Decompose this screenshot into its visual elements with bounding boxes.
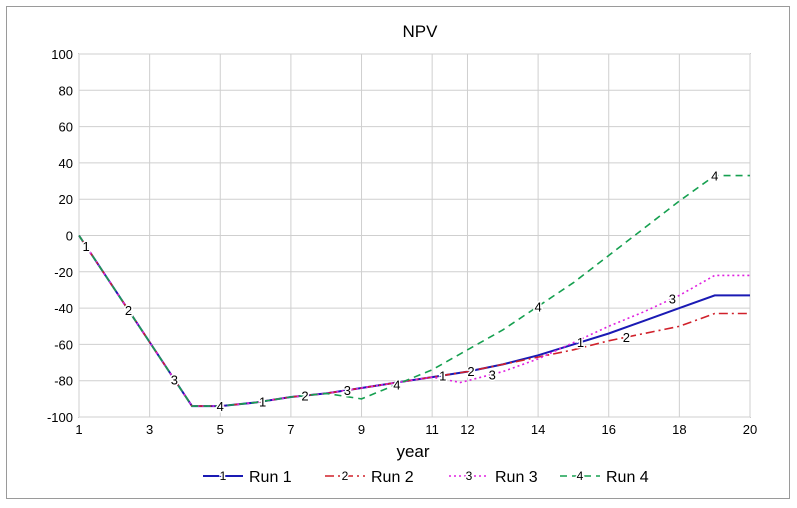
y-tick-label: 80 — [59, 83, 73, 98]
x-axis-label: year — [396, 442, 429, 461]
series-marker-2: 2 — [467, 364, 474, 379]
series-marker-1: 1 — [577, 335, 584, 350]
series-marker-3: 3 — [669, 292, 676, 307]
legend-label-2: Run 2 — [371, 469, 414, 486]
x-axis-ticks: 1 3 5 7 9 11 12 14 16 18 20 — [75, 422, 757, 437]
x-tick-label: 3 — [146, 422, 153, 437]
legend-marker-2: 2 — [342, 469, 349, 483]
x-tick-label: 16 — [602, 422, 616, 437]
legend-label-4: Run 4 — [606, 469, 649, 486]
series-marker-1: 1 — [439, 368, 446, 383]
y-tick-label: 20 — [59, 192, 73, 207]
y-tick-label: -20 — [54, 265, 73, 280]
y-tick-label: -80 — [54, 374, 73, 389]
legend-marker-4: 4 — [577, 469, 584, 483]
legend-label-1: Run 1 — [249, 469, 292, 486]
series-marker-1: 1 — [82, 239, 89, 254]
series-marker-3: 3 — [344, 383, 351, 398]
series-marker-2: 2 — [301, 389, 308, 404]
x-tick-label: 11 — [425, 422, 439, 437]
legend-marker-3: 3 — [466, 469, 473, 483]
series-marker-4: 4 — [217, 399, 224, 414]
y-tick-label: -100 — [47, 410, 73, 425]
series-marker-2: 2 — [125, 303, 132, 318]
x-tick-label: 7 — [287, 422, 294, 437]
y-tick-label: 40 — [59, 156, 73, 171]
series-lines — [78, 174, 750, 408]
x-tick-label: 1 — [75, 422, 82, 437]
series-line-4 — [78, 174, 750, 407]
series-marker-3: 3 — [171, 372, 178, 387]
x-tick-label: 5 — [217, 422, 224, 437]
y-tick-label: 100 — [51, 47, 73, 62]
series-marker-4: 4 — [534, 299, 541, 314]
legend: 1 Run 1 2 Run 2 3 Run 3 4 Run 4 — [203, 468, 649, 486]
series-marker-3: 3 — [489, 367, 496, 382]
chart-title: NPV — [403, 22, 439, 41]
x-tick-label: 9 — [358, 422, 365, 437]
series-marker-4: 4 — [711, 169, 718, 184]
y-tick-label: -40 — [54, 301, 73, 316]
x-tick-label: 12 — [460, 422, 474, 437]
series-marker-4: 4 — [393, 377, 400, 392]
y-tick-label: -60 — [54, 337, 73, 352]
x-tick-label: 14 — [531, 422, 545, 437]
y-tick-label: 0 — [66, 229, 73, 244]
series-marker-2: 2 — [623, 330, 630, 345]
x-tick-label: 18 — [672, 422, 686, 437]
series-line-3 — [78, 235, 750, 407]
legend-marker-1: 1 — [220, 469, 227, 483]
series-line-2 — [78, 235, 750, 407]
series-marker-1: 1 — [259, 394, 266, 409]
legend-label-3: Run 3 — [495, 469, 538, 486]
grid-lines — [78, 53, 751, 418]
x-tick-label: 20 — [743, 422, 757, 437]
y-axis-ticks: 100 80 60 40 20 0 -20 -40 -60 -80 -100 — [47, 47, 73, 425]
chart-frame: NPV 100 80 60 40 20 0 -20 -40 -60 -80 -100 1 3 5 7 9 11… — [6, 6, 790, 499]
y-tick-label: 60 — [59, 120, 73, 135]
